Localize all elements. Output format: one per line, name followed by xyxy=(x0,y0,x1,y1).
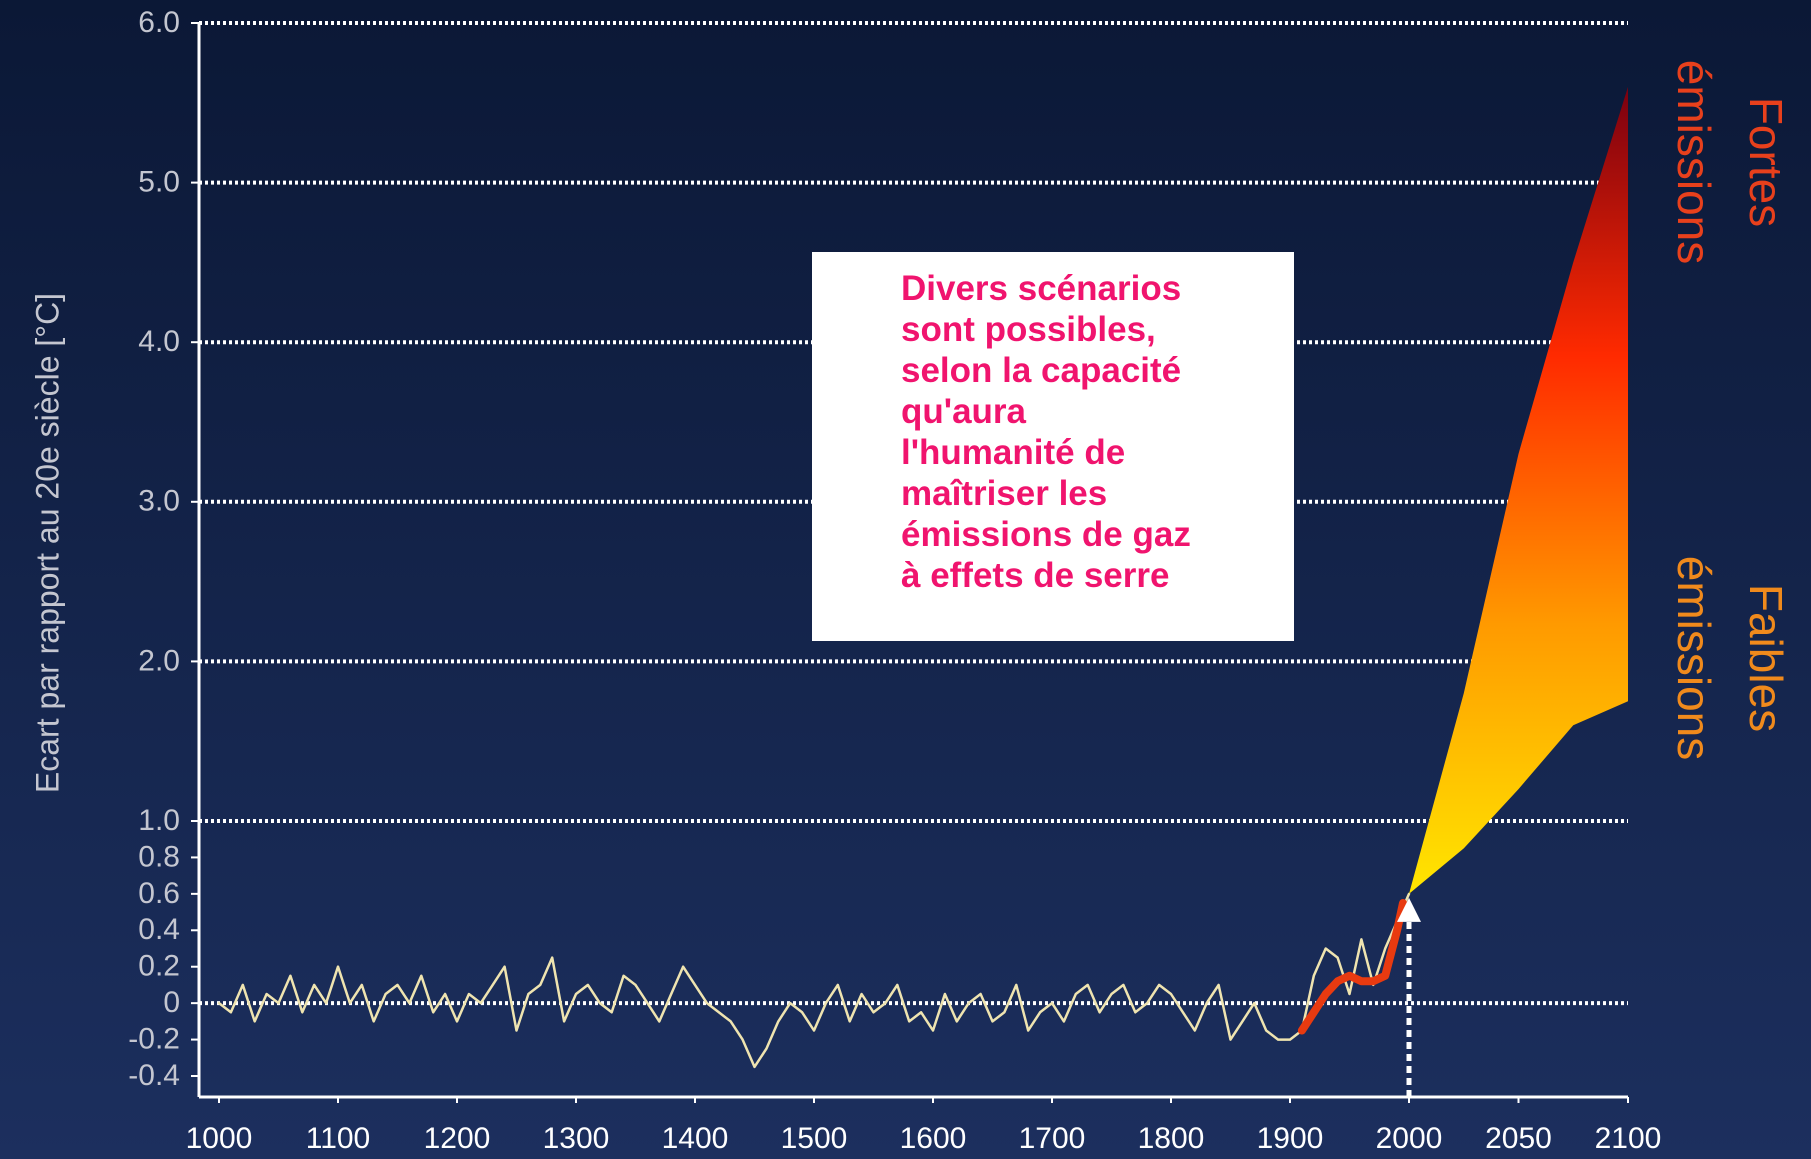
scenario-label: émissions xyxy=(1668,556,1720,761)
y-tick-label: 2.0 xyxy=(138,644,180,677)
x-tick-label: 1900 xyxy=(1257,1122,1324,1155)
scenario-label: émissions xyxy=(1668,60,1720,265)
series-line xyxy=(217,892,1411,1069)
annotation-text: émissions de gaz xyxy=(901,515,1191,554)
annotation-text: l'humanité de xyxy=(901,433,1125,472)
annotation-text: Divers scénarios xyxy=(901,269,1181,308)
x-tick-label: 1300 xyxy=(543,1122,610,1155)
series-line xyxy=(1297,899,1407,1035)
y-tick-label: 0 xyxy=(163,986,180,1019)
annotation-text: maîtriser les xyxy=(901,474,1107,513)
annotation-box xyxy=(812,252,1294,641)
y-tick-label: 1.0 xyxy=(138,804,180,837)
x-tick-label: 2100 xyxy=(1595,1122,1662,1155)
annotation-text: sont possibles, xyxy=(901,310,1156,349)
x-tick-label: 1000 xyxy=(186,1122,253,1155)
y-tick-label: -0.4 xyxy=(128,1059,180,1092)
y-tick-label: 6.0 xyxy=(138,6,180,39)
x-tick-label: 2000 xyxy=(1376,1122,1443,1155)
y-axis-label: Ecart par rapport au 20e siècle [°C] xyxy=(29,293,65,793)
annotation-text: selon la capacité xyxy=(901,351,1181,390)
x-tick-label: 1100 xyxy=(306,1122,371,1155)
x-tick-label: 2050 xyxy=(1485,1122,1552,1155)
annotation-text: à effets de serre xyxy=(901,556,1169,595)
x-tick-label: 1500 xyxy=(781,1122,848,1155)
y-tick-label: -0.2 xyxy=(128,1022,180,1055)
y-tick-label: 5.0 xyxy=(138,166,180,199)
x-tick-label: 1200 xyxy=(424,1122,491,1155)
y-tick-label: 0.8 xyxy=(138,840,180,873)
y-tick-label: 3.0 xyxy=(138,485,180,518)
y-tick-label: 0.4 xyxy=(138,913,180,946)
x-tick-label: 1800 xyxy=(1138,1122,1205,1155)
scenario-label: Faibles xyxy=(1740,584,1792,732)
scenario-label: Fortes xyxy=(1740,97,1792,227)
arrow-head xyxy=(1397,897,1421,922)
x-tick-label: 1600 xyxy=(900,1122,967,1155)
x-tick-label: 1400 xyxy=(662,1122,729,1155)
x-tick-label: 1700 xyxy=(1019,1122,1086,1155)
scenario-band xyxy=(1409,86,1628,894)
y-tick-label: 0.6 xyxy=(138,877,180,910)
y-tick-label: 4.0 xyxy=(138,325,180,358)
y-tick-label: 0.2 xyxy=(138,950,180,983)
annotation-text: qu'aura xyxy=(901,392,1027,431)
